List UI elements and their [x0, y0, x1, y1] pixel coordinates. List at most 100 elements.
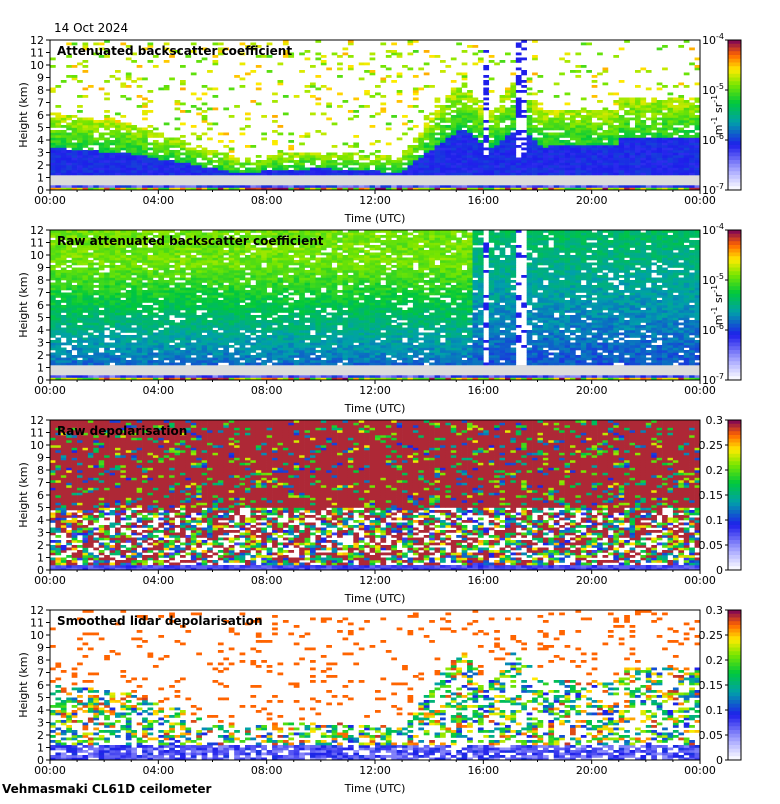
heatmap-cell: [451, 183, 457, 186]
heatmap-cell: [343, 183, 349, 186]
heatmap-cell: [93, 258, 99, 261]
heatmap-cell: [88, 268, 94, 271]
heatmap-cell: [554, 125, 560, 128]
heatmap-cell: [72, 330, 78, 333]
heatmap-cell: [668, 135, 674, 138]
heatmap-cell: [516, 80, 522, 83]
heatmap-cell: [548, 158, 554, 161]
heatmap-cell: [640, 178, 646, 181]
heatmap-cell: [440, 130, 446, 133]
heatmap-cell: [651, 170, 657, 173]
heatmap-cell: [516, 183, 522, 186]
heatmap-cell: [527, 143, 533, 146]
heatmap-cell: [169, 170, 175, 173]
heatmap-cell: [527, 115, 533, 118]
heatmap-cell: [348, 65, 354, 68]
heatmap-cell: [153, 368, 159, 371]
heatmap-cell: [175, 283, 181, 286]
heatmap-cell: [662, 103, 668, 106]
heatmap-cell: [158, 350, 164, 353]
heatmap-cell: [88, 335, 94, 338]
heatmap-cell: [153, 185, 159, 188]
heatmap-cell: [489, 113, 495, 116]
heatmap-cell: [343, 170, 349, 173]
heatmap-cell: [597, 160, 603, 163]
heatmap-cell: [456, 155, 462, 158]
heatmap-cell: [272, 143, 278, 146]
heatmap-cell: [50, 313, 56, 316]
heatmap-cell: [104, 283, 110, 286]
heatmap-cell: [500, 180, 506, 183]
heatmap-cell: [164, 150, 170, 153]
heatmap-cell: [510, 110, 516, 113]
heatmap-cell: [559, 115, 565, 118]
heatmap-cell: [93, 178, 99, 181]
heatmap-cell: [175, 255, 181, 258]
heatmap-cell: [505, 90, 511, 93]
heatmap-cell: [684, 138, 690, 141]
heatmap-cell: [148, 90, 154, 93]
heatmap-cell: [435, 125, 441, 128]
heatmap-cell: [348, 118, 354, 121]
heatmap-cell: [532, 118, 538, 121]
heatmap-cell: [120, 348, 126, 351]
heatmap-cell: [635, 153, 641, 156]
heatmap-cell: [104, 323, 110, 326]
heatmap-cell: [473, 130, 479, 133]
heatmap-cell: [131, 140, 137, 143]
heatmap-cell: [364, 90, 370, 93]
heatmap-cell: [55, 363, 61, 366]
heatmap-cell: [337, 93, 343, 96]
heatmap-cell: [353, 98, 359, 101]
heatmap-cell: [185, 358, 191, 361]
heatmap-cell: [348, 110, 354, 113]
heatmap-cell: [668, 168, 674, 171]
heatmap-cell: [93, 180, 99, 183]
heatmap-cell: [142, 155, 148, 158]
heatmap-cell: [66, 315, 72, 318]
heatmap-cell: [435, 163, 441, 166]
heatmap-cell: [581, 133, 587, 136]
heatmap-cell: [489, 180, 495, 183]
heatmap-cell: [164, 268, 170, 271]
heatmap-cell: [494, 153, 500, 156]
heatmap-cell: [630, 170, 636, 173]
heatmap-cell: [321, 55, 327, 58]
heatmap-cell: [657, 153, 663, 156]
heatmap-cell: [142, 295, 148, 298]
heatmap-cell: [180, 355, 186, 358]
heatmap-cell: [299, 170, 305, 173]
heatmap-cell: [315, 153, 321, 156]
heatmap-cell: [72, 185, 78, 188]
heatmap-cell: [104, 118, 110, 121]
heatmap-cell: [55, 370, 61, 373]
heatmap-cell: [110, 310, 116, 313]
heatmap-cell: [603, 153, 609, 156]
heatmap-cell: [66, 333, 72, 336]
heatmap-cell: [131, 168, 137, 171]
heatmap-cell: [93, 310, 99, 313]
heatmap-cell: [630, 163, 636, 166]
heatmap-cell: [413, 168, 419, 171]
heatmap-cell: [418, 88, 424, 91]
heatmap-cell: [624, 178, 630, 181]
heatmap-cell: [93, 263, 99, 266]
heatmap-cell: [565, 178, 571, 181]
heatmap-cell: [120, 350, 126, 353]
heatmap-cell: [451, 130, 457, 133]
heatmap-cell: [180, 375, 186, 378]
heatmap-cell: [137, 363, 143, 366]
heatmap-cell: [131, 335, 137, 338]
heatmap-cell: [223, 178, 229, 181]
heatmap-cell: [66, 313, 72, 316]
heatmap-cell: [83, 308, 89, 311]
heatmap-cell: [635, 175, 641, 178]
heatmap-cell: [50, 320, 56, 323]
heatmap-cell: [424, 115, 430, 118]
heatmap-cell: [646, 125, 652, 128]
heatmap-cell: [153, 183, 159, 186]
heatmap-cell: [603, 168, 609, 171]
heatmap-cell: [456, 123, 462, 126]
heatmap-cell: [391, 115, 397, 118]
heatmap-cell: [169, 160, 175, 163]
